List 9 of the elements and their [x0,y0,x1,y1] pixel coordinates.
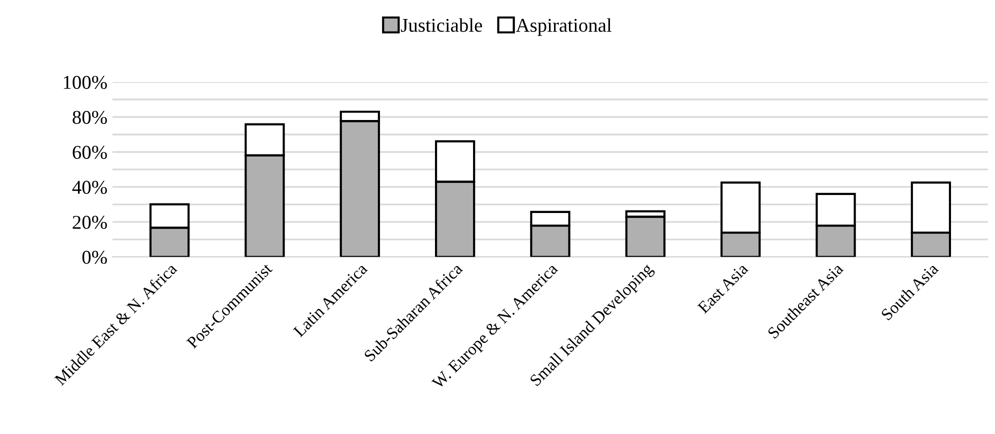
y-tick-label: 20% [72,216,107,229]
y-tick-label: 40% [72,180,107,194]
y-tick-label: 80% [72,110,107,124]
y-tick-label: 0% [82,250,107,264]
y-tick-label: 60% [72,146,107,159]
x-tick-label: East Asia [697,262,749,314]
legend-label: Aspirational [516,18,612,36]
legend-label: Justiciable [401,18,482,32]
y-tick-label: 100% [64,76,107,90]
